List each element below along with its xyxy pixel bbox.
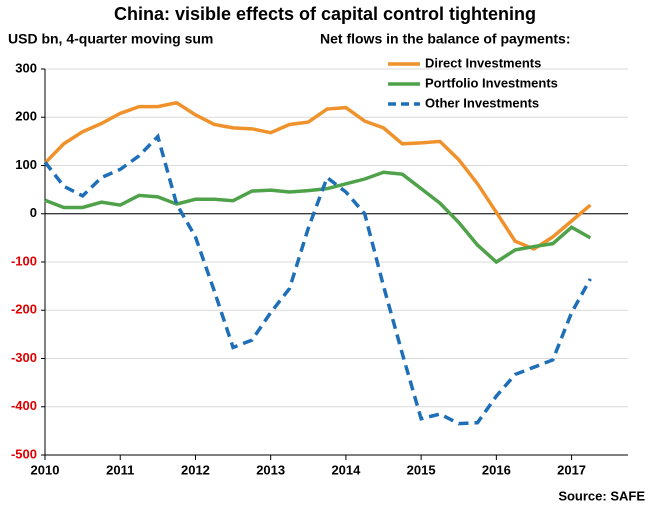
y-tick-label: 200 bbox=[15, 109, 37, 124]
x-tick-label: 2010 bbox=[31, 462, 60, 477]
y-tick-label: -500 bbox=[11, 446, 37, 461]
x-tick-label: 2011 bbox=[106, 462, 134, 477]
y-tick-label: -100 bbox=[11, 253, 37, 268]
series-line bbox=[44, 170, 592, 265]
chart-title: China: visible effects of capital contro… bbox=[114, 4, 536, 24]
y-tick-label: -200 bbox=[11, 302, 37, 317]
x-tick-label: 2013 bbox=[256, 462, 285, 477]
subtitle: USD bn, 4-quarter moving sum bbox=[8, 31, 213, 47]
y-tick-label: 300 bbox=[15, 60, 37, 75]
y-tick-label: -300 bbox=[11, 350, 37, 365]
legend-title: Net flows in the balance of payments: bbox=[320, 31, 571, 47]
y-tick-label: -400 bbox=[11, 398, 37, 413]
x-tick-label: 2012 bbox=[181, 462, 210, 477]
y-tick-label: 0 bbox=[30, 205, 37, 220]
x-tick-label: 2016 bbox=[482, 462, 511, 477]
x-tick-label: 2015 bbox=[407, 462, 436, 477]
legend-label: Portfolio Investments bbox=[425, 75, 558, 90]
legend-label: Direct Investments bbox=[425, 55, 541, 70]
legend-label: Other Investments bbox=[425, 95, 539, 110]
series-line bbox=[43, 100, 592, 251]
y-tick-label: 100 bbox=[15, 157, 37, 172]
source: Source: SAFE bbox=[558, 488, 645, 503]
series-line bbox=[43, 133, 592, 426]
x-tick-label: 2014 bbox=[331, 462, 361, 477]
x-tick-label: 2017 bbox=[557, 462, 586, 477]
